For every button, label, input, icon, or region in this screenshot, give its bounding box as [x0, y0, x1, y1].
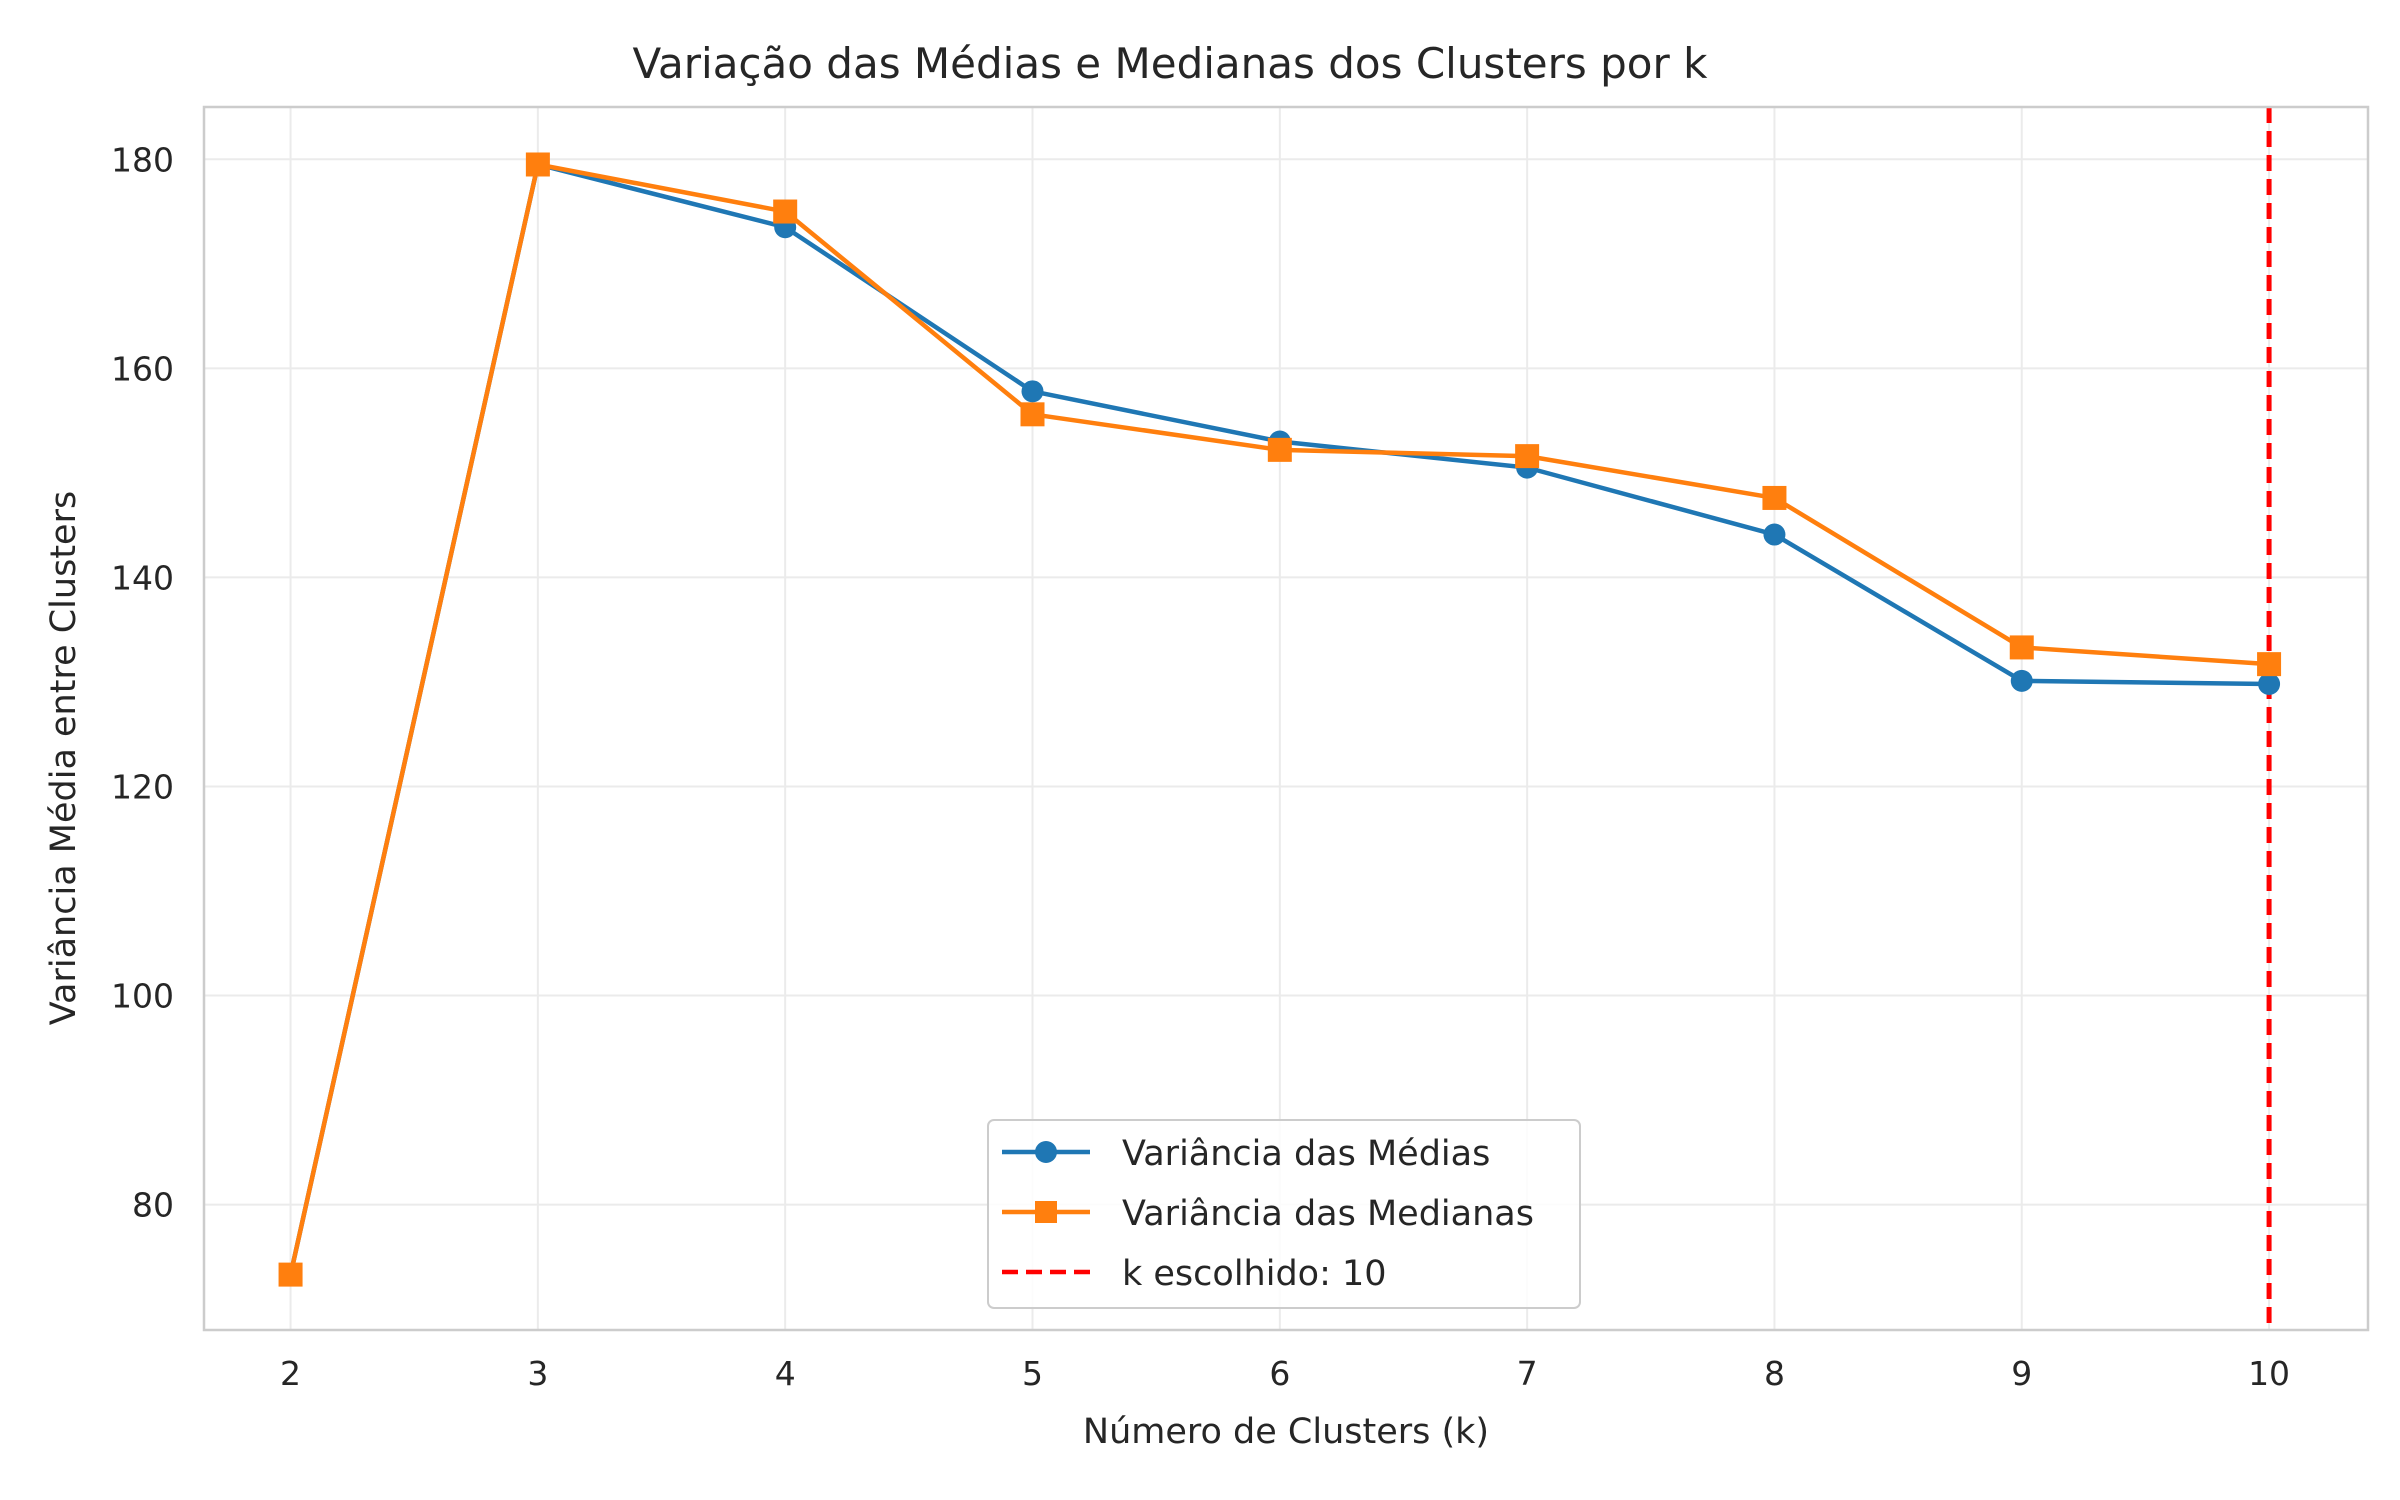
y-tick-label: 180 — [111, 140, 174, 179]
x-tick-label: 5 — [1022, 1354, 1043, 1393]
x-tick-label: 8 — [1764, 1354, 1785, 1393]
series-layer — [278, 152, 2282, 1287]
x-tick-label: 2 — [280, 1354, 301, 1393]
data-point — [1515, 444, 1540, 469]
legend-item-medianas: Variância das Medianas — [1002, 1194, 1534, 1234]
data-point — [2009, 635, 2034, 660]
x-axis-label: Número de Clusters (k) — [1083, 1412, 1489, 1452]
x-tick-label: 3 — [527, 1354, 548, 1393]
data-point — [525, 152, 550, 177]
y-axis-ticks: 80 100 120 140 160 180 — [111, 140, 174, 1224]
legend-item-chosen-k: k escolhido: 10 — [1002, 1254, 1387, 1294]
data-point — [1267, 437, 1292, 462]
y-tick-label: 120 — [111, 767, 174, 806]
data-point — [278, 1262, 303, 1287]
legend-item-medias: Variância das Médias — [1002, 1134, 1490, 1174]
legend-label-medianas: Variância das Medianas — [1122, 1194, 1534, 1234]
data-point — [773, 199, 798, 224]
legend-label-chosen-k: k escolhido: 10 — [1122, 1254, 1387, 1294]
data-point — [1762, 485, 1787, 510]
data-point — [2258, 673, 2281, 696]
data-point — [1763, 523, 1786, 546]
data-point — [2257, 652, 2282, 677]
y-tick-label: 160 — [111, 349, 174, 388]
legend-marker-medianas — [1035, 1201, 1057, 1223]
data-point — [1021, 380, 1044, 403]
legend-label-medias: Variância das Médias — [1122, 1134, 1490, 1174]
data-point — [1020, 402, 1045, 427]
grid — [204, 107, 2368, 1330]
legend-marker-medias — [1035, 1141, 1057, 1163]
x-tick-label: 4 — [775, 1354, 796, 1393]
legend-box — [987, 1119, 1581, 1309]
y-tick-label: 140 — [111, 558, 174, 597]
legend: Variância das Médias Variância das Media… — [987, 1119, 1581, 1309]
x-axis-ticks: 2 3 4 5 6 7 8 9 10 — [280, 1354, 2290, 1393]
y-tick-label: 80 — [132, 1186, 174, 1225]
x-tick-label: 7 — [1517, 1354, 1538, 1393]
data-point — [2010, 669, 2033, 692]
y-axis-label: Variância Média entre Clusters — [44, 491, 84, 1025]
plot-frame — [202, 105, 2370, 1332]
y-tick-label: 100 — [111, 977, 174, 1016]
x-tick-label: 9 — [2011, 1354, 2032, 1393]
series-medianas — [278, 152, 2282, 1287]
x-tick-label: 6 — [1269, 1354, 1290, 1393]
x-tick-label: 10 — [2248, 1354, 2290, 1393]
chart-title: Variação das Médias e Medianas dos Clust… — [633, 39, 1709, 88]
